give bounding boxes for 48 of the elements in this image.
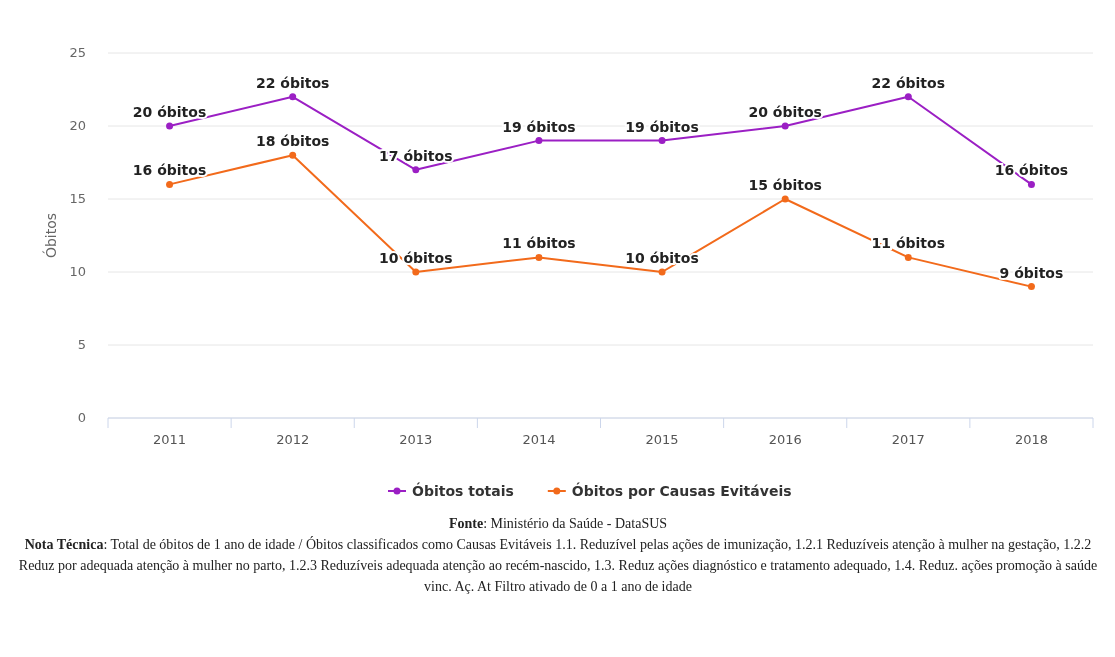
point [658,137,666,145]
data-label: 10 óbitos [379,250,453,266]
point [535,137,543,145]
point [166,122,174,130]
text: Nota Técnica: Total de óbitos de 1 ano de idade / Óbitos classificados como Causas Evitáveis 1.1. Reduzível pelas ações de imunização, 1.2.1 Reduzíveis atenção à mulher na gestação, 1.2.2 Reduz por adequada atenção à mulher no parto, 1.2.3 Reduzíveis adequada atenção ao recém-nascido, 1.3. Reduz ações diagnóstico e tratamento adequado, 1.4. Reduz. ações promoção à saúde vinc. Aç. At Filtro ativado de 0 a 1 ano de idade [17,535,1099,596]
data-label: 22 óbitos [255,74,330,91]
point [904,253,912,261]
x-tick-label: 2015 [645,432,679,447]
point [289,93,297,101]
data-label: 11 óbitos [502,235,576,252]
x-tick-label: 2018 [1014,432,1048,447]
y-tick-label: 0 [77,410,86,425]
y-tick-label: 10 [69,264,86,279]
x-tick-label: 2013 [399,432,433,447]
data-label: 16 óbitos [132,162,207,179]
y-tick-label: 25 [69,45,86,60]
source-note: Fonte: Ministério da Saúde - DataSUS [447,515,669,533]
y-tick-label: 15 [69,191,86,206]
y-axis-title: Óbitos [42,212,59,259]
point [904,93,912,101]
data-label: 19 óbitos [625,118,699,135]
data-label: 20 óbitos [748,104,822,120]
x-tick-label: 2014 [522,432,556,447]
point [1027,180,1035,188]
point [289,151,297,159]
point [781,122,789,130]
x-tick-label: 2012 [276,432,310,447]
y-tick-label: 5 [77,337,86,352]
data-label: 16 óbitos [994,162,1069,179]
point [1027,283,1035,291]
data-label: 19 óbitos [502,118,576,135]
x-tick-label: 2017 [891,432,925,447]
legend-label: Óbitos por Causas Evitáveis [571,482,792,499]
data-label: 22 óbitos [871,74,946,91]
point [658,268,666,276]
point [412,166,420,174]
data-label: 9 óbitos [999,264,1064,281]
point [166,180,174,188]
data-label: 18 óbitos [255,133,330,150]
point [535,253,543,261]
x-tick-label: 2016 [768,432,802,447]
x-tick-label: 2011 [153,432,187,447]
data-label: 20 óbitos [132,104,207,120]
y-tick-label: 20 [69,118,86,133]
point [781,195,789,203]
data-label: 15 óbitos [748,177,822,193]
legend-label: Óbitos totais [412,482,514,499]
point [412,268,420,276]
